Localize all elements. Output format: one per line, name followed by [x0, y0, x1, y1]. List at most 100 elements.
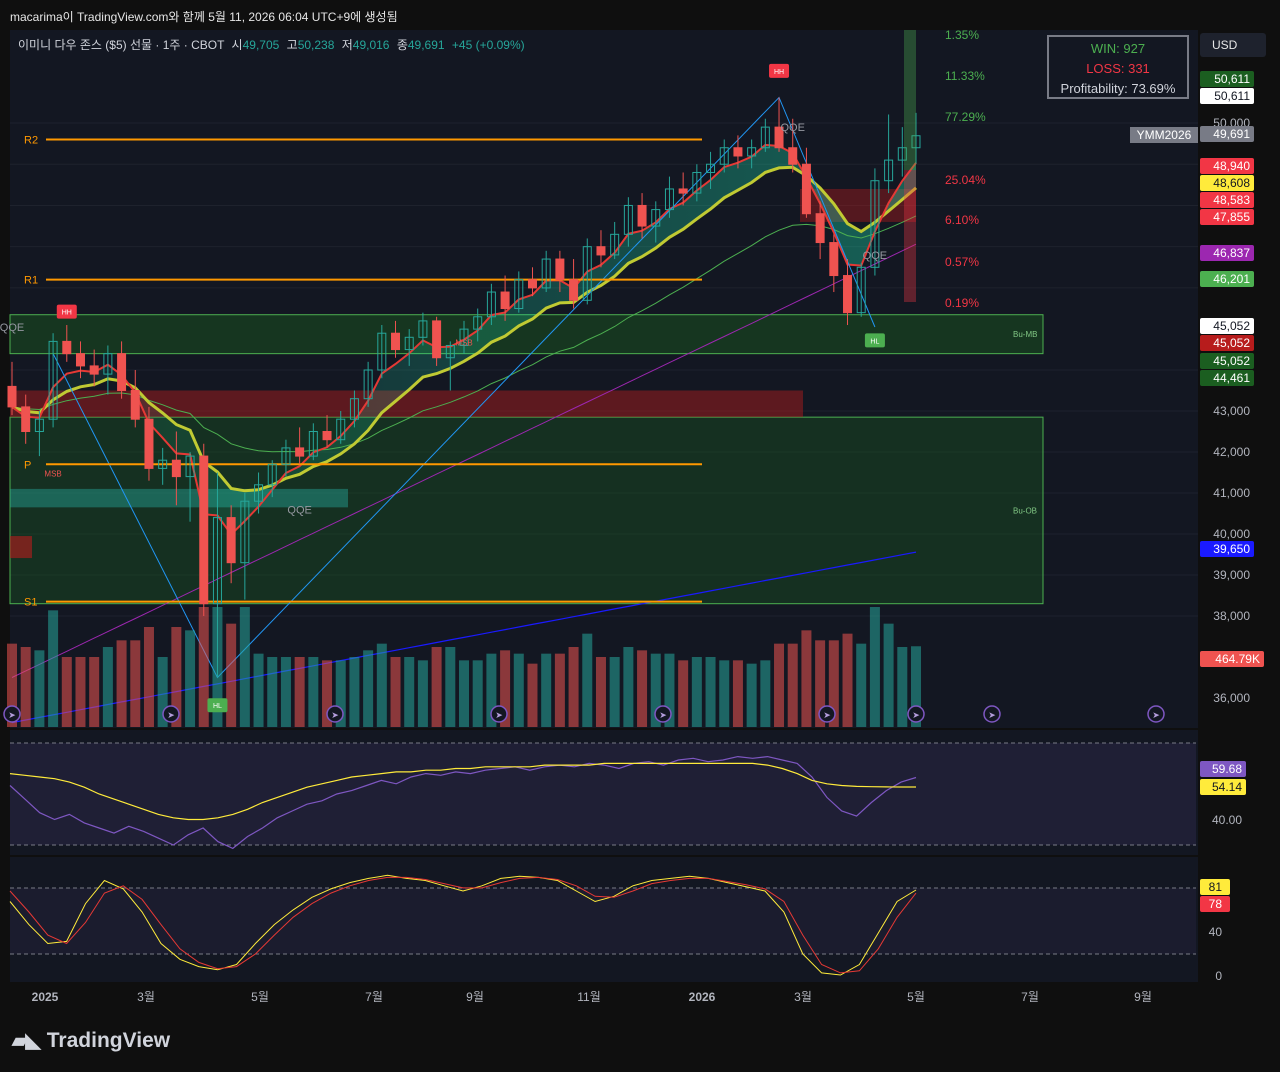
- volume-bar: [226, 623, 237, 727]
- price-label-text: 46,201: [1213, 272, 1250, 286]
- volume-bar: [568, 647, 579, 727]
- volume-bar: [102, 647, 113, 727]
- volume-bar: [20, 647, 31, 727]
- time-tick-label: 3월: [794, 990, 812, 1004]
- price-label-tag: [1200, 335, 1254, 351]
- candle-body: [240, 500, 250, 564]
- price-label-text: 50,611: [1214, 89, 1250, 103]
- stoch-pane[interactable]: [10, 857, 1198, 982]
- volume-bar: [294, 657, 305, 727]
- candle-body: [336, 418, 346, 441]
- volume-bar: [774, 643, 785, 727]
- candle-body: [267, 463, 277, 486]
- candle-body: [103, 353, 113, 375]
- tradingview-logo[interactable]: ▰◣ TradingView: [12, 1028, 170, 1053]
- volume-bar: [869, 607, 880, 727]
- target-percent: 6.10%: [945, 213, 979, 227]
- candle-body: [897, 147, 907, 161]
- volume-bar: [280, 657, 291, 727]
- candle-body: [911, 135, 921, 149]
- candle-body: [637, 204, 647, 227]
- volume-bar: [116, 640, 127, 727]
- long-ma-line: [11, 215, 917, 453]
- time-tick-label: 11월: [577, 990, 601, 1004]
- price-tick-label: 41,000: [1213, 486, 1250, 500]
- price-label-tag: [1200, 271, 1254, 287]
- volume-bar: [322, 660, 333, 727]
- price-label-tag: [1200, 192, 1254, 208]
- time-tick-label: 3월: [137, 990, 155, 1004]
- volume-bar: [335, 660, 346, 727]
- candle-body: [89, 365, 99, 375]
- volume-bar: [691, 657, 702, 727]
- candle-body: [856, 266, 866, 314]
- volume-bar: [856, 643, 867, 727]
- price-label-tag: [1200, 318, 1254, 334]
- price-label-tag: [1200, 209, 1254, 225]
- tradingview-logo-icon: ▰◣: [12, 1030, 41, 1052]
- volume-bar: [48, 610, 59, 727]
- target-bar-down: [904, 170, 916, 302]
- open-label: 시: [231, 38, 243, 52]
- slow-ma-line: [11, 165, 917, 493]
- volume-bar: [157, 657, 168, 727]
- win-count: WIN: 927: [1090, 41, 1146, 56]
- event-arrow-icon: ➤: [331, 711, 339, 721]
- time-tick-label: 2025: [32, 990, 59, 1004]
- symbol-legend[interactable]: 이미니 다우 존스 ($5) 선물 · 1주 · CBOT 시49,705 고5…: [18, 36, 525, 53]
- time-tick-label: 9월: [466, 990, 484, 1004]
- currency-button[interactable]: USD: [1200, 33, 1266, 57]
- price-label-text: 48,608: [1213, 176, 1250, 190]
- chart-canvas[interactable]: Bu-MB Bu-OB R2 R1 P S1 HH HH HL HL QQE QQE QQE QQE M…: [0, 0, 1280, 1012]
- pivot-label: S1: [24, 597, 37, 609]
- rsi-value-tag: [1200, 761, 1246, 777]
- stoch-tick-label: 40: [1209, 925, 1223, 939]
- volume-bar: [664, 653, 675, 727]
- candle-body: [678, 188, 688, 194]
- candle-body: [651, 209, 661, 227]
- signal-badge: [864, 333, 885, 348]
- candle-body: [21, 406, 31, 432]
- zigzag-line: [52, 96, 876, 679]
- time-tick-label: 7월: [365, 990, 383, 1004]
- volume-bar: [486, 653, 497, 727]
- pivot-label: R2: [24, 134, 38, 146]
- signal-text: QQE: [0, 322, 24, 334]
- volume-bar: [705, 657, 716, 727]
- candle-body: [733, 147, 743, 157]
- candle-body: [226, 517, 236, 564]
- price-label-text: 45,052: [1213, 319, 1250, 333]
- candle-body: [185, 455, 195, 478]
- signal-text: QQE: [863, 250, 887, 262]
- footer: [0, 1012, 1280, 1072]
- candle-body: [514, 279, 524, 310]
- candle-body: [801, 163, 811, 215]
- volume-bar: [376, 643, 387, 727]
- main-pane[interactable]: [10, 28, 1198, 728]
- candle-body: [7, 385, 17, 408]
- candle-body: [254, 484, 264, 502]
- signal-text: HL: [870, 338, 879, 345]
- candle-body: [541, 258, 551, 289]
- signal-text: MSB: [44, 470, 61, 479]
- high-label: 고: [286, 38, 298, 52]
- rsi-pane[interactable]: [10, 730, 1198, 855]
- pivot-label: P: [24, 459, 31, 471]
- volume-bar: [34, 650, 45, 727]
- volume-bar: [445, 647, 456, 727]
- volume-bar: [89, 657, 100, 727]
- symbol-name[interactable]: 이미니 다우 존스 ($5) 선물 · 1주 · CBOT: [18, 38, 225, 52]
- win-loss-box: WIN: 927 LOSS: 331 Profitability: 73.69%: [1047, 35, 1189, 99]
- volume-bar: [7, 643, 17, 727]
- candle-body: [144, 418, 154, 469]
- time-tick-label: 9월: [1134, 990, 1152, 1004]
- candle-body: [870, 180, 880, 268]
- stoch-value-text: 81: [1209, 880, 1223, 894]
- volume-bar: [554, 653, 565, 727]
- volume-bar: [143, 627, 154, 727]
- event-marker-icon: [326, 705, 344, 723]
- candle-body: [774, 126, 784, 149]
- candle-body: [610, 233, 620, 256]
- price-label-tag: [1200, 88, 1254, 104]
- price-label-text: 44,461: [1213, 371, 1250, 385]
